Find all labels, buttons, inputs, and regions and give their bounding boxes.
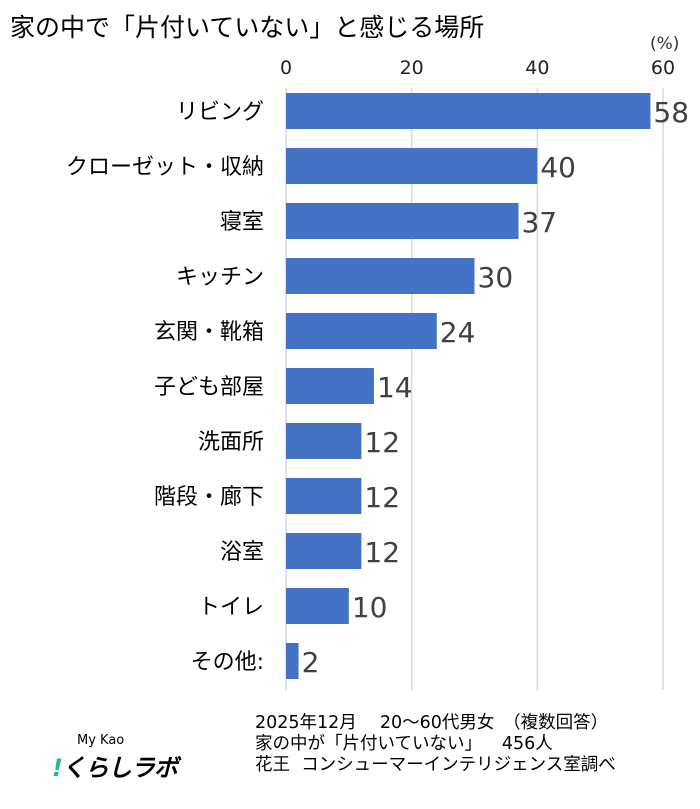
data-label: 40 [540, 151, 576, 184]
bar-chart: 0 20 40 60 リビング 58 クローゼット・収納 40 寝室 37 キッチン 30 玄関・靴箱 2… [66, 57, 689, 690]
x-tick-label: 60 [651, 57, 675, 79]
category-label: 浴室 [220, 540, 264, 565]
data-label: 12 [364, 426, 400, 459]
x-tick-label: 40 [525, 57, 549, 79]
data-label: 24 [440, 316, 476, 349]
footnote-line-3: 花王 コンシューマーインテリジェンス室調べ [255, 755, 616, 775]
bar [286, 93, 651, 129]
data-label: 14 [377, 371, 413, 404]
bar [286, 533, 362, 569]
category-label: キッチン [176, 265, 264, 290]
category-label: その他: [191, 650, 264, 675]
bar [286, 258, 475, 294]
kurashi-labo-logo: My Kao !くらしラボ [52, 733, 178, 783]
logo-name: !くらしラボ [52, 754, 178, 782]
category-label: 寝室 [220, 210, 264, 235]
data-label: 12 [364, 536, 400, 569]
category-label: 子ども部屋 [154, 375, 264, 400]
bar [286, 588, 349, 624]
data-label: 10 [352, 591, 388, 624]
category-label: 階段・廊下 [154, 485, 264, 510]
chart-title: 家の中で「片付いていない」と感じる場所 [10, 13, 485, 42]
category-label: リビング [176, 100, 264, 125]
data-label: 30 [478, 261, 514, 294]
footnote-line-1: 2025年12月 20～60代男女 （複数回答） [255, 713, 609, 733]
footnote: 2025年12月 20～60代男女 （複数回答） 家の中が「片付いていない」 45… [255, 713, 616, 776]
data-label: 37 [521, 206, 557, 239]
data-label: 12 [364, 481, 400, 514]
bar [286, 148, 538, 184]
bar [286, 368, 374, 404]
bar [286, 423, 362, 459]
x-tick-label: 0 [280, 57, 292, 79]
data-label: 2 [302, 646, 320, 679]
footnote-line-2: 家の中が「片付いていない」 456人 [255, 734, 553, 754]
bar [286, 313, 437, 349]
logo-brand: My Kao [77, 733, 125, 748]
unit-label: (%) [650, 34, 680, 54]
category-label: 洗面所 [198, 430, 264, 455]
category-label: クローゼット・収納 [66, 155, 264, 180]
x-tick-label: 20 [400, 57, 424, 79]
category-label: トイレ [198, 595, 264, 620]
bar [286, 478, 362, 514]
category-label: 玄関・靴箱 [154, 320, 264, 345]
bar [286, 643, 299, 679]
bar [286, 203, 519, 239]
data-label: 58 [653, 96, 689, 129]
